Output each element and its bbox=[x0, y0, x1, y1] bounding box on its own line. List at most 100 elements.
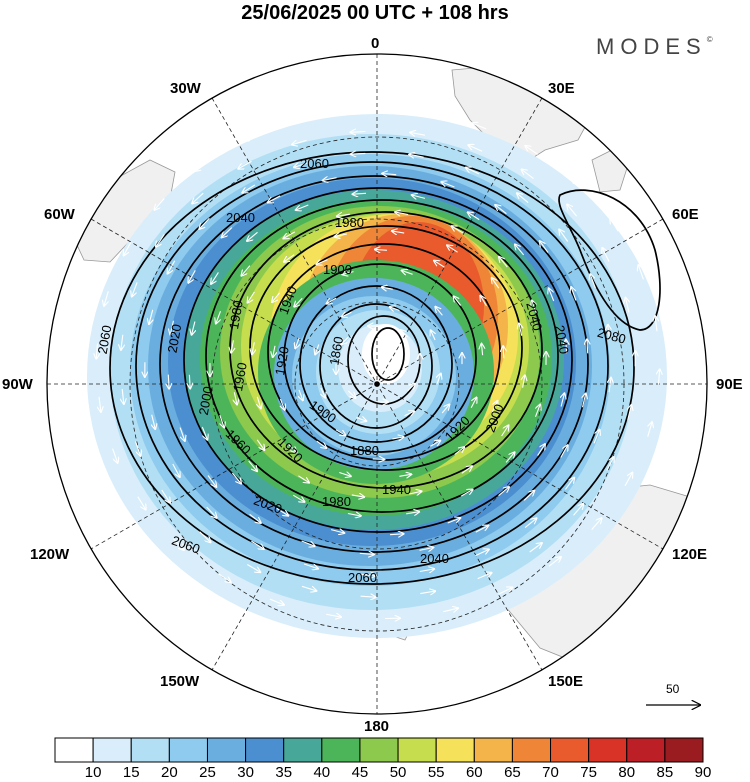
contour-label: 1980 bbox=[322, 494, 351, 509]
wind-arrow bbox=[401, 330, 409, 338]
wind-arrow bbox=[104, 291, 109, 305]
wind-arrow bbox=[407, 384, 415, 392]
wind-arrow bbox=[168, 260, 176, 274]
colorbar-swatch bbox=[321, 737, 361, 763]
wind-arrow bbox=[655, 316, 657, 332]
wind-arrow bbox=[468, 212, 480, 221]
lon-label-120w: 120W bbox=[30, 546, 70, 563]
wind-arrow bbox=[247, 231, 258, 241]
wind-arrow bbox=[296, 204, 309, 210]
wind-arrow bbox=[534, 405, 541, 417]
wind-arrow bbox=[470, 398, 476, 409]
wind-arrow bbox=[524, 518, 536, 529]
wind-arrow bbox=[244, 133, 258, 141]
contour-label: 2040 bbox=[523, 300, 545, 332]
wind-arrow bbox=[280, 398, 284, 410]
wind-arrow bbox=[211, 272, 219, 283]
colorbar-swatch bbox=[397, 737, 437, 763]
colorbar-swatch bbox=[511, 737, 552, 763]
wind-arrow bbox=[301, 540, 315, 546]
wind-arrow bbox=[149, 309, 153, 324]
colorbar-swatch bbox=[588, 737, 628, 763]
wind-arrow bbox=[251, 540, 263, 549]
wind-arrow bbox=[389, 534, 403, 535]
wind-arrow bbox=[301, 585, 316, 591]
wind-arrow bbox=[564, 478, 574, 490]
wind-arrow bbox=[294, 162, 308, 167]
colorbar-swatch bbox=[245, 737, 285, 763]
wind-arrow bbox=[659, 369, 660, 385]
wind-arrow bbox=[591, 518, 602, 530]
wind-arrow bbox=[247, 564, 260, 573]
wind-arrow bbox=[342, 272, 354, 275]
wind-arrow bbox=[567, 205, 578, 217]
colorbar-swatch bbox=[206, 737, 247, 763]
height-contours bbox=[109, 151, 661, 585]
wind-arrow bbox=[170, 320, 173, 335]
wind-arrow bbox=[498, 487, 509, 497]
wind-arrow bbox=[339, 473, 350, 477]
wind-arrow bbox=[201, 426, 207, 440]
wind-arrow bbox=[272, 292, 281, 302]
wind-arrow bbox=[161, 489, 170, 503]
wind-arrow bbox=[351, 153, 366, 154]
contour-label: 1960 bbox=[230, 361, 250, 392]
brand-mark: © bbox=[706, 34, 713, 44]
wind-arrow bbox=[395, 212, 409, 214]
wind-arrow bbox=[419, 569, 434, 572]
colorbar-swatch bbox=[473, 737, 513, 763]
wind-arrow bbox=[199, 217, 210, 229]
contour-label: 1980 bbox=[335, 215, 364, 230]
colorbar-swatch bbox=[359, 737, 399, 763]
colorbar-swatch bbox=[130, 737, 170, 763]
wind-arrow bbox=[505, 452, 514, 463]
wind-arrow bbox=[372, 459, 385, 460]
brand-name: MODES bbox=[596, 34, 707, 59]
colorbar-tick-label: 20 bbox=[161, 764, 178, 781]
colorbar-tick-label: 15 bbox=[122, 764, 140, 781]
wind-arrow bbox=[188, 270, 196, 282]
colorbar-swatch bbox=[92, 737, 132, 763]
wind-arrow bbox=[480, 296, 487, 307]
lon-label-30w: 30W bbox=[170, 80, 201, 97]
colorbar-tick-label: 70 bbox=[542, 764, 559, 781]
colorbar-tick-label: 90 bbox=[694, 764, 712, 781]
wind-arrow bbox=[482, 344, 483, 356]
wind-arrow bbox=[242, 265, 251, 276]
wind-arrow bbox=[238, 160, 252, 168]
wind-arrow bbox=[299, 389, 303, 400]
wind-arrow bbox=[295, 337, 299, 348]
wind-arrow bbox=[155, 198, 165, 209]
wind-arrow bbox=[447, 245, 458, 253]
map-title: 25/06/2025 00 UTC + 108 hrs bbox=[241, 2, 509, 24]
wind-arrow bbox=[495, 205, 507, 215]
wind-arrow bbox=[434, 261, 445, 268]
colorbar-tick-label: 10 bbox=[84, 764, 102, 781]
wind-arrow bbox=[327, 297, 337, 304]
wind-arrow bbox=[415, 111, 430, 114]
wind-arrow bbox=[375, 249, 387, 250]
wind-arrow bbox=[583, 394, 586, 408]
wind-arrow bbox=[624, 473, 632, 487]
wind-arrow bbox=[242, 184, 256, 193]
wind-arrow bbox=[284, 254, 295, 262]
contour-2080-high bbox=[558, 189, 661, 331]
contour-label: 1940 bbox=[382, 482, 411, 497]
wind-arrow bbox=[519, 324, 522, 336]
colorbar-tick-label: 60 bbox=[465, 764, 483, 781]
wind-arrow bbox=[256, 439, 264, 450]
wind-arrow bbox=[216, 311, 222, 323]
wind-arrow bbox=[276, 507, 288, 515]
wind-arrow bbox=[431, 330, 435, 341]
wind-arrow bbox=[408, 491, 421, 494]
colorbar-swatch bbox=[168, 737, 208, 763]
wind-arrow bbox=[566, 340, 567, 354]
wind-arrow bbox=[292, 139, 307, 144]
wind-arrow bbox=[522, 170, 534, 180]
colorbar-swatch bbox=[626, 737, 666, 763]
wind-arrow bbox=[628, 405, 632, 420]
wind-arrow bbox=[347, 514, 361, 516]
contour-label: 2060 bbox=[95, 324, 115, 355]
wind-arrow bbox=[99, 396, 101, 412]
wind-arrow bbox=[96, 343, 97, 359]
